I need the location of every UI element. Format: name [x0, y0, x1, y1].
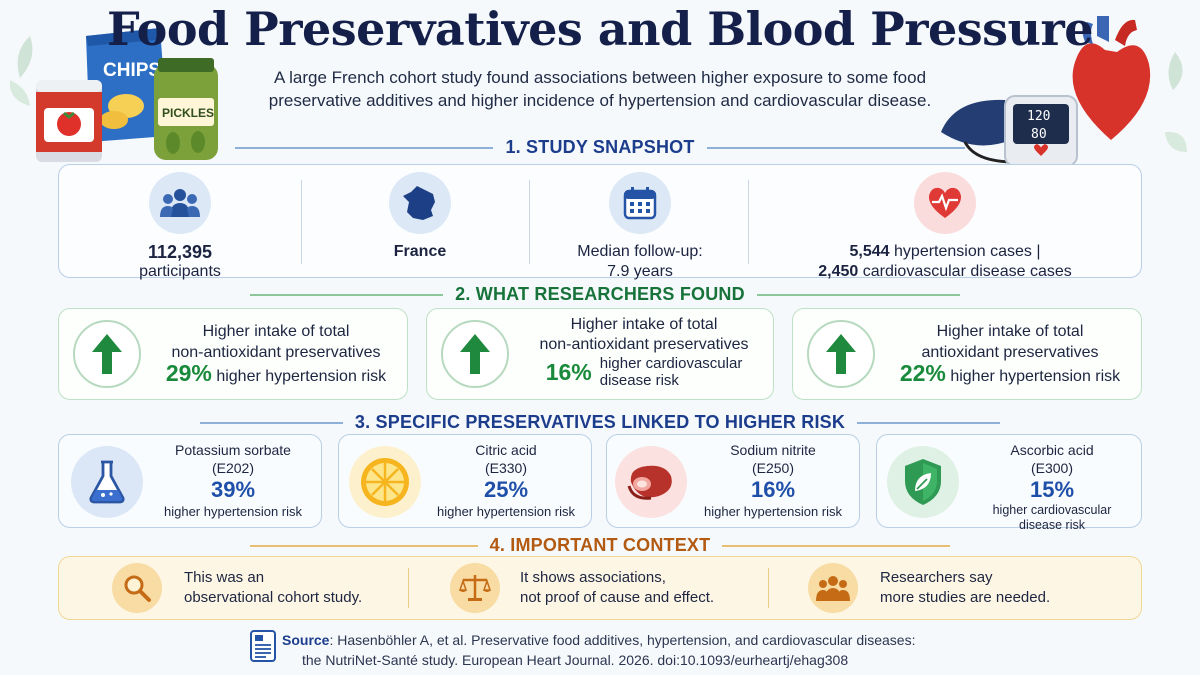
participants-label: participants — [139, 263, 221, 280]
preservative-code: (E300) — [1030, 460, 1074, 476]
snapshot-cases: 5,544 hypertension cases | 2,450 cardiov… — [770, 172, 1120, 282]
snapshot-divider-3 — [748, 180, 749, 264]
finding-risk-line2: disease risk — [599, 372, 679, 389]
preservative-code: (E202) — [211, 460, 255, 476]
preservative-card: Potassium sorbate (E202) 39% higher hype… — [58, 434, 322, 528]
preservative-code: (E250) — [751, 460, 795, 476]
france-map-icon — [389, 172, 451, 234]
context-line1: Researchers say — [880, 569, 993, 586]
people-icon — [149, 172, 211, 234]
followup-value: 7.9 years — [607, 263, 673, 280]
country-label: France — [393, 243, 447, 260]
finding-card: Higher intake of total non-antioxidant p… — [426, 308, 774, 400]
finding-line2: non-antioxidant preservatives — [539, 336, 749, 353]
svg-text:CHIPS: CHIPS — [103, 60, 161, 81]
source-label: Source — [282, 632, 330, 648]
arrow-up-icon — [807, 320, 875, 388]
group-people-icon — [808, 563, 858, 613]
finding-risk: higher hypertension risk — [216, 368, 387, 385]
source-line1: : Hasenböhler A, et al. Preservative foo… — [329, 632, 916, 648]
context-line2: more studies are needed. — [880, 589, 1051, 606]
magnifier-icon — [112, 563, 162, 613]
finding-pct: 29% — [165, 360, 212, 386]
svg-text:PICKLES: PICKLES — [162, 106, 214, 120]
preservative-card: Ascorbic acid (E300) 15% higher cardiova… — [876, 434, 1142, 532]
context-line2: not proof of cause and effect. — [520, 589, 715, 606]
participants-value: 112,395 — [147, 242, 213, 262]
preservative-risk: higher hypertension risk — [703, 504, 843, 519]
finding-line2: antioxidant preservatives — [921, 344, 1099, 361]
calendar-icon — [609, 172, 671, 234]
preservative-risk: higher cardiovascular — [992, 503, 1112, 517]
snapshot-country: France — [320, 172, 520, 262]
document-icon — [250, 630, 276, 662]
context-line1: This was an — [184, 569, 265, 586]
preservative-code: (E330) — [484, 460, 528, 476]
preservative-pct: 15% — [1029, 477, 1075, 502]
finding-pct: 22% — [899, 360, 946, 386]
cured-meat-icon — [615, 446, 687, 518]
cvd-cases-value: 2,450 — [818, 263, 859, 280]
preservative-card: Citric acid (E330) 25% higher hypertensi… — [338, 434, 592, 528]
finding-pct: 16% — [545, 359, 592, 385]
snapshot-divider-2 — [529, 180, 530, 264]
finding-card: Higher intake of total non-antioxidant p… — [58, 308, 408, 400]
snapshot-followup: Median follow-up: 7.9 years — [540, 172, 740, 282]
preservative-card: Sodium nitrite (E250) 16% higher hyperte… — [606, 434, 860, 528]
scales-icon — [450, 563, 500, 613]
preservative-risk: higher hypertension risk — [163, 504, 303, 519]
preservative-risk-line2: disease risk — [1019, 518, 1085, 532]
preservative-pct: 39% — [210, 477, 256, 502]
heart-pulse-icon — [914, 172, 976, 234]
preservative-name: Citric acid — [475, 442, 537, 458]
lemon-icon — [349, 446, 421, 518]
page-subtitle: A large French cohort study found associ… — [268, 68, 932, 110]
food-items-illustration: CHIPS PICKLES — [9, 28, 218, 162]
section-1-heading: 1. STUDY SNAPSHOT — [0, 137, 1200, 158]
shield-leaf-icon — [887, 446, 959, 518]
section-2-heading: 2. WHAT RESEARCHERS FOUND — [0, 284, 1200, 305]
finding-line1: Higher intake of total — [936, 323, 1084, 340]
finding-risk: higher cardiovascular — [599, 355, 743, 372]
arrow-up-icon — [73, 320, 141, 388]
preservative-risk: higher hypertension risk — [436, 504, 576, 519]
hypertension-cases-value: 5,544 — [849, 243, 890, 260]
snapshot-participants: 112,395 participants — [80, 172, 280, 282]
snapshot-divider-1 — [301, 180, 302, 264]
section-3-heading: 3. SPECIFIC PRESERVATIVES LINKED TO HIGH… — [0, 412, 1200, 433]
source-line2: the NutriNet-Santé study. European Heart… — [302, 652, 849, 668]
finding-card: Higher intake of total antioxidant prese… — [792, 308, 1142, 400]
svg-text:120: 120 — [1027, 109, 1050, 124]
context-divider-1 — [408, 568, 409, 608]
context-line2: observational cohort study. — [184, 589, 363, 606]
finding-line1: Higher intake of total — [202, 323, 350, 340]
followup-label: Median follow-up: — [577, 243, 703, 260]
preservative-pct: 25% — [483, 477, 529, 502]
context-line1: It shows associations, — [520, 569, 666, 586]
context-divider-2 — [768, 568, 769, 608]
important-context-panel — [58, 556, 1142, 620]
heart-and-bp-monitor-illustration: 120 80 — [941, 16, 1187, 167]
source-citation: Source: Hasenböhler A, et al. Preservati… — [282, 630, 915, 670]
preservative-pct: 16% — [750, 477, 796, 502]
hypertension-cases-label: hypertension cases | — [894, 243, 1041, 260]
preservative-name: Sodium nitrite — [730, 442, 816, 458]
svg-text:80: 80 — [1031, 127, 1047, 142]
page-title: Food Preservatives and Blood Pressure — [107, 2, 1094, 56]
arrow-up-icon — [441, 320, 509, 388]
flask-icon — [71, 446, 143, 518]
preservative-name: Potassium sorbate — [175, 442, 291, 458]
finding-line1: Higher intake of total — [570, 316, 718, 333]
preservative-name: Ascorbic acid — [1010, 442, 1094, 458]
cvd-cases-label: cardiovascular disease cases — [862, 263, 1072, 280]
finding-risk: higher hypertension risk — [950, 368, 1121, 385]
finding-line2: non-antioxidant preservatives — [171, 344, 381, 361]
section-4-heading: 4. IMPORTANT CONTEXT — [0, 535, 1200, 556]
